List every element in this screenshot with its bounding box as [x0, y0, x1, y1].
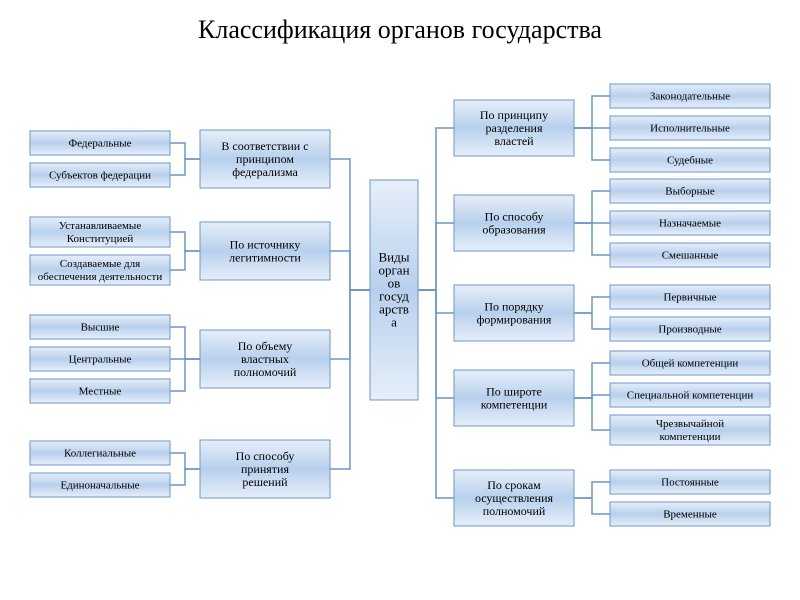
left-leaf-3-0-label: Коллегиальные: [64, 448, 136, 460]
left-cat-3-label: решений: [242, 475, 288, 489]
boxes: ВидыоргановгосударстваВ соответствии спр…: [30, 84, 770, 526]
right-cat-0-label: разделения: [486, 121, 543, 135]
right-cat-1-label: образования: [482, 222, 546, 236]
left-leaf-2-0-label: Высшие: [81, 322, 120, 334]
right-leaf-2-0-label: Первичные: [663, 292, 716, 304]
right-leaf-4-1-label: Временные: [663, 509, 717, 521]
right-leaf-2-1-label: Производные: [658, 324, 721, 336]
left-leaf-1-0-label: Устанавливаемые: [59, 220, 142, 232]
right-cat-3-label: По широте: [486, 384, 542, 398]
right-cat-2-label: По порядку: [484, 299, 543, 313]
title: Классификация органов государства: [198, 15, 602, 44]
right-leaf-3-0-label: Общей компетенции: [642, 358, 739, 370]
left-leaf-0-0-label: Федеральные: [68, 138, 131, 150]
left-leaf-1-1-label: Создаваемые для: [60, 258, 140, 270]
right-cat-3-label: компетенции: [481, 397, 548, 411]
left-cat-3-label: По способу: [236, 449, 295, 463]
right-cat-4-label: осуществления: [475, 491, 554, 505]
center-node-label: а: [391, 314, 397, 329]
left-leaf-0-1-label: Субъектов федерации: [49, 170, 151, 182]
right-leaf-0-0-label: Законодательные: [650, 91, 730, 103]
left-leaf-2-1-label: Центральные: [69, 354, 132, 366]
right-leaf-3-2-label: компетенции: [659, 431, 720, 443]
left-cat-2-label: По объему: [238, 339, 293, 353]
right-cat-2-label: формирования: [477, 312, 552, 326]
left-cat-0-label: В соответствии с: [221, 139, 308, 153]
left-cat-3-label: принятия: [241, 462, 289, 476]
left-cat-1-label: По источнику: [230, 237, 301, 251]
left-leaf-1-1-label: обеспечения деятельности: [38, 271, 163, 283]
left-cat-1-label: легитимности: [229, 250, 301, 264]
left-leaf-2-2-label: Местные: [79, 386, 122, 398]
left-leaf-3-1-label: Единоначальные: [60, 480, 139, 492]
left-cat-2-label: властных: [241, 352, 289, 366]
right-leaf-1-2-label: Смешанные: [662, 250, 719, 262]
left-cat-0-label: федерализма: [232, 165, 298, 179]
right-leaf-3-1-label: Специальной компетенции: [627, 390, 754, 402]
right-cat-0-label: властей: [494, 134, 534, 148]
left-leaf-1-0-label: Конституцией: [67, 233, 134, 245]
right-leaf-3-2-label: Чрезвычайной: [656, 418, 724, 430]
right-cat-4-label: По срокам: [487, 478, 541, 492]
left-cat-0-label: принципом: [236, 152, 294, 166]
right-leaf-1-1-label: Назначаемые: [659, 218, 721, 230]
right-leaf-0-1-label: Исполнительные: [650, 123, 730, 135]
left-cat-2-label: полномочий: [234, 365, 297, 379]
right-leaf-4-0-label: Постоянные: [661, 477, 719, 489]
right-leaf-1-0-label: Выборные: [665, 186, 715, 198]
right-cat-0-label: По принципу: [480, 108, 548, 122]
right-cat-4-label: полномочий: [483, 504, 546, 518]
right-leaf-0-2-label: Судебные: [667, 155, 713, 167]
right-cat-1-label: По способу: [485, 209, 544, 223]
